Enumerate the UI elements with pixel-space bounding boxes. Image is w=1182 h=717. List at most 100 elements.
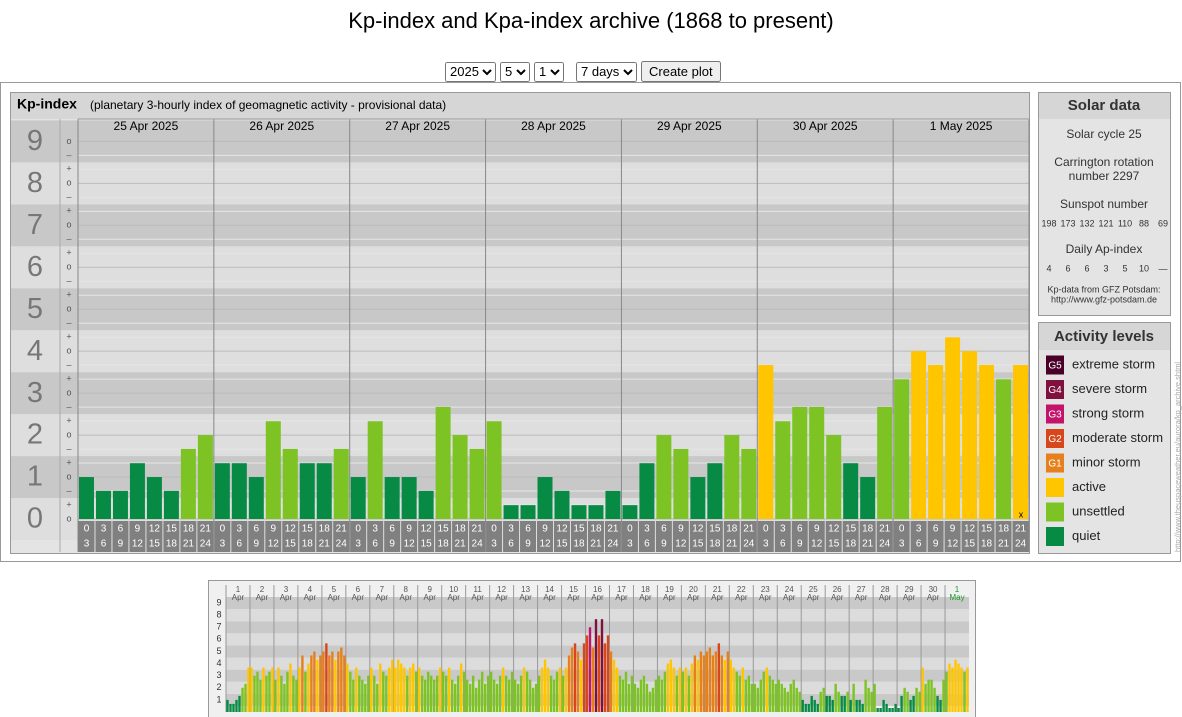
mini-bar	[394, 667, 397, 712]
outer-frame	[0, 82, 1181, 562]
mini-bar	[409, 667, 412, 712]
legend-label: severe storm	[1072, 381, 1147, 396]
mini-x-tick-label: 21	[713, 585, 722, 594]
month-select[interactable]: 5	[500, 61, 530, 82]
legend-swatch	[1046, 429, 1064, 448]
mini-bar	[861, 703, 864, 712]
mini-bar	[783, 687, 786, 712]
y-subtick-label: –	[66, 318, 71, 328]
mini-bar	[555, 671, 559, 712]
y-subtick-label: o	[66, 388, 71, 398]
hour-label: 18	[319, 524, 331, 535]
mini-bar	[331, 651, 334, 712]
hour-label: 15	[828, 539, 840, 550]
hour-label: 6	[508, 539, 514, 550]
hour-label: 12	[947, 539, 959, 550]
mini-bar	[942, 679, 945, 712]
hour-label: 24	[607, 539, 619, 550]
mini-bar	[825, 695, 828, 712]
bar	[401, 477, 417, 519]
span-select[interactable]: 7 days	[576, 61, 637, 82]
hour-label: 12	[539, 539, 551, 550]
hour-label: 12	[828, 524, 840, 535]
mini-bar	[669, 659, 673, 712]
hour-label: 3	[627, 539, 633, 550]
year-select[interactable]: 2025	[445, 61, 496, 82]
mini-bar	[289, 663, 292, 712]
band	[11, 456, 1029, 499]
mini-x-tick-label: 28	[881, 585, 890, 594]
mini-bar	[723, 659, 727, 712]
mini-bar	[789, 683, 792, 712]
panel-title: Solar data	[1068, 97, 1141, 114]
hour-label: 9	[254, 539, 260, 550]
hour-box	[129, 521, 146, 552]
bar	[741, 448, 757, 519]
mini-bar	[483, 683, 487, 712]
hour-label: 12	[675, 539, 687, 550]
mini-bar	[966, 667, 969, 712]
hour-box	[859, 521, 876, 552]
bar	[673, 448, 689, 519]
mini-bar	[915, 687, 918, 712]
hour-box	[197, 521, 214, 552]
y-subtick-label: +	[66, 206, 71, 216]
mini-bar	[732, 667, 736, 712]
mini-bar	[933, 687, 936, 712]
mini-bar	[660, 679, 664, 712]
y-tick-label: 4	[27, 335, 43, 367]
y-subtick-label: –	[66, 276, 71, 286]
mini-bar	[495, 683, 499, 712]
mini-bar	[286, 671, 289, 712]
mini-bar	[741, 667, 745, 712]
hour-label: 0	[627, 524, 633, 535]
mini-bar	[672, 667, 676, 712]
mini-band	[226, 597, 969, 610]
mini-band	[226, 645, 969, 658]
hour-label: 6	[254, 524, 260, 535]
mini-x-tick-label: 2	[260, 585, 265, 594]
mini-bar	[388, 667, 391, 712]
mini-bar	[412, 663, 415, 712]
mini-bar	[549, 675, 553, 712]
bar	[231, 463, 247, 519]
bar	[384, 477, 400, 519]
sunspot-value: 121	[1098, 218, 1113, 228]
mini-bar	[591, 647, 595, 712]
create-plot-button[interactable]: Create plot	[641, 61, 721, 82]
chart-title: Kp-index	[17, 96, 77, 112]
bar	[435, 406, 451, 519]
mini-bar	[963, 671, 966, 712]
mini-bar	[774, 683, 777, 712]
ap-title: Daily Ap-index	[1066, 242, 1143, 256]
day-select[interactable]: 1	[534, 61, 564, 82]
y-tick-label: 7	[27, 209, 43, 241]
mini-bar	[504, 675, 508, 712]
mini-bar	[540, 667, 544, 712]
mini-bar	[702, 655, 706, 712]
mini-y-tick-label: 1	[216, 694, 221, 704]
mini-bar	[951, 667, 954, 712]
mini-x-month-label: Apr	[471, 593, 484, 602]
hour-label: 21	[879, 524, 891, 535]
hour-label: 3	[84, 539, 90, 550]
bar	[452, 435, 468, 519]
y-tick-label: 5	[27, 293, 43, 325]
bar	[537, 477, 553, 519]
mini-bar	[349, 671, 352, 712]
hour-label: 18	[709, 539, 721, 550]
hour-label: 15	[421, 539, 433, 550]
hour-label: 12	[268, 539, 280, 550]
mini-x-tick-label: 9	[427, 585, 432, 594]
mini-bar	[870, 691, 873, 712]
hour-label: 21	[1015, 524, 1027, 535]
ap-value: 3	[1103, 263, 1108, 273]
mini-bar	[939, 699, 942, 712]
hour-label: 9	[950, 524, 956, 535]
mini-bar	[465, 679, 469, 712]
hour-box	[655, 521, 672, 552]
mini-x-month-label: Apr	[256, 593, 269, 602]
mini-bar	[433, 679, 436, 712]
mini-bar	[756, 687, 759, 712]
